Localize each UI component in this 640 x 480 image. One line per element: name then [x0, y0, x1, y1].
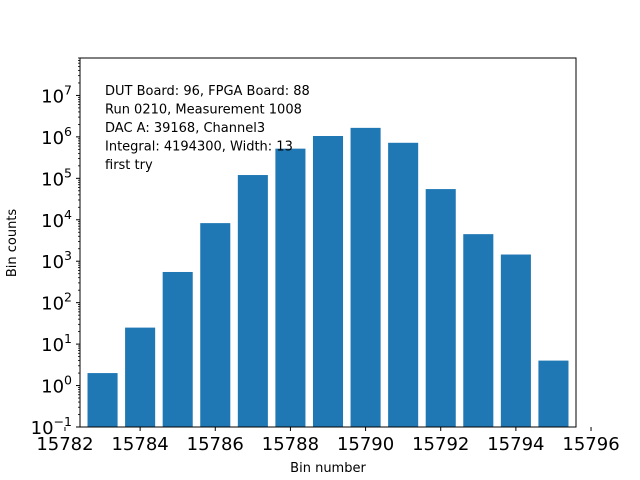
x-tick-label: 15790 — [337, 434, 394, 455]
bars-group — [87, 127, 569, 428]
bar-15786 — [200, 223, 231, 427]
x-axis-ticks: 15782 15784 15786 15788 15790 15792 15794 15796 — [36, 427, 620, 455]
x-tick-label: 15796 — [562, 434, 619, 455]
y-tick-label: 104 — [41, 207, 72, 232]
bar-15785 — [162, 271, 193, 427]
x-tick-label: 15794 — [487, 434, 544, 455]
annotation-box: DUT Board: 96, FPGA Board: 88 Run 0210, M… — [105, 84, 310, 173]
x-tick-label: 15784 — [111, 434, 168, 455]
bar-15783 — [87, 373, 118, 427]
y-axis-label: Bin counts — [5, 209, 20, 278]
annotation-line: DUT Board: 96, FPGA Board: 88 — [105, 84, 310, 99]
bar-15790 — [350, 127, 381, 428]
y-tick-label: 103 — [41, 248, 72, 273]
y-tick-label: 107 — [41, 82, 72, 107]
bar-15787 — [237, 175, 268, 427]
bar-15795 — [538, 360, 569, 427]
x-tick-label: 15788 — [262, 434, 319, 455]
bar-15791 — [388, 142, 419, 428]
y-tick-label: 10−1 — [31, 414, 72, 439]
annotation-line: DAC A: 39168, Channel3 — [105, 121, 265, 136]
annotation-line: Run 0210, Measurement 1008 — [105, 103, 302, 118]
y-axis-ticks: 10−1 100 101 102 103 104 105 106 107 — [31, 57, 80, 439]
x-tick-label: 15792 — [412, 434, 469, 455]
y-tick-label: 102 — [41, 290, 72, 315]
bar-15784 — [125, 327, 156, 427]
x-tick-label: 15786 — [187, 434, 244, 455]
bar-15789 — [312, 136, 344, 427]
y-tick-label: 106 — [41, 124, 72, 149]
y-tick-label: 100 — [41, 373, 72, 398]
x-tick-label: 15782 — [36, 434, 93, 455]
y-tick-label: 101 — [41, 331, 72, 356]
bar-15793 — [463, 234, 494, 427]
x-axis-label: Bin number — [290, 461, 366, 476]
y-tick-label: 105 — [41, 165, 72, 190]
annotation-line: Integral: 4194300, Width: 13 — [105, 140, 293, 155]
bar-15792 — [425, 189, 456, 427]
bar-15788 — [275, 148, 306, 427]
bar-15794 — [500, 254, 531, 427]
annotation-line: first try — [105, 158, 153, 173]
plot-frame — [79, 57, 577, 428]
